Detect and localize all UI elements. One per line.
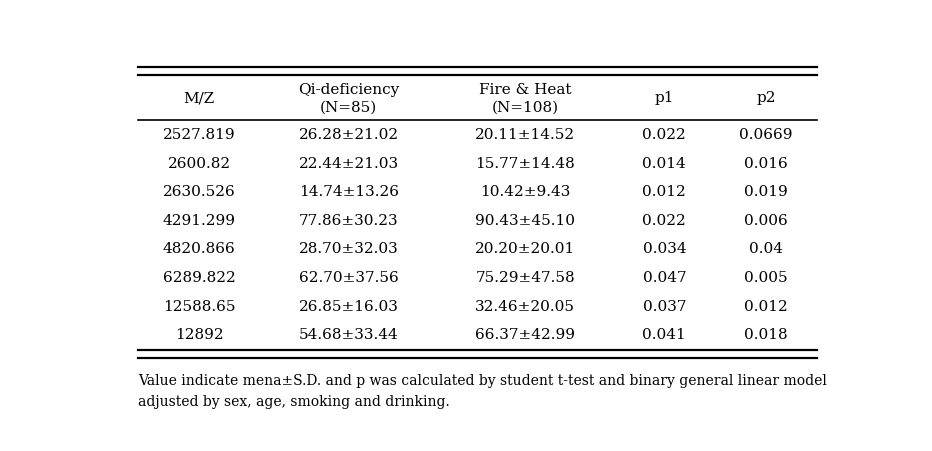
Text: 12892: 12892 xyxy=(175,327,224,341)
Text: 75.29±47.58: 75.29±47.58 xyxy=(475,271,575,285)
Text: 0.012: 0.012 xyxy=(745,299,788,313)
Text: 90.43±45.10: 90.43±45.10 xyxy=(475,213,575,227)
Text: 4820.866: 4820.866 xyxy=(163,242,236,256)
Text: 4291.299: 4291.299 xyxy=(163,213,236,227)
Text: 0.016: 0.016 xyxy=(745,156,788,170)
Text: 0.012: 0.012 xyxy=(642,185,686,199)
Text: 0.019: 0.019 xyxy=(745,185,788,199)
Text: 20.20±20.01: 20.20±20.01 xyxy=(475,242,575,256)
Text: 26.28±21.02: 26.28±21.02 xyxy=(298,128,399,142)
Text: 0.0669: 0.0669 xyxy=(739,128,793,142)
Text: 0.037: 0.037 xyxy=(643,299,686,313)
Text: 0.005: 0.005 xyxy=(745,271,788,285)
Text: 2527.819: 2527.819 xyxy=(163,128,236,142)
Text: Value indicate mena±S.D. and p was calculated by student t-test and binary gener: Value indicate mena±S.D. and p was calcu… xyxy=(138,373,827,408)
Text: p1: p1 xyxy=(654,91,674,105)
Text: 0.014: 0.014 xyxy=(642,156,686,170)
Text: 28.70±32.03: 28.70±32.03 xyxy=(299,242,399,256)
Text: 0.006: 0.006 xyxy=(745,213,788,227)
Text: 12588.65: 12588.65 xyxy=(163,299,236,313)
Text: 66.37±42.99: 66.37±42.99 xyxy=(475,327,575,341)
Text: 0.018: 0.018 xyxy=(745,327,788,341)
Text: 2630.526: 2630.526 xyxy=(163,185,236,199)
Text: 6289.822: 6289.822 xyxy=(163,271,236,285)
Text: 26.85±16.03: 26.85±16.03 xyxy=(299,299,399,313)
Text: 0.047: 0.047 xyxy=(642,271,686,285)
Text: 32.46±20.05: 32.46±20.05 xyxy=(475,299,575,313)
Text: 0.041: 0.041 xyxy=(642,327,686,341)
Text: 15.77±14.48: 15.77±14.48 xyxy=(475,156,575,170)
Text: 0.034: 0.034 xyxy=(642,242,686,256)
Text: 0.022: 0.022 xyxy=(642,213,686,227)
Text: 14.74±13.26: 14.74±13.26 xyxy=(298,185,399,199)
Text: 20.11±14.52: 20.11±14.52 xyxy=(475,128,575,142)
Text: 0.04: 0.04 xyxy=(749,242,783,256)
Text: 22.44±21.03: 22.44±21.03 xyxy=(298,156,399,170)
Text: 2600.82: 2600.82 xyxy=(168,156,231,170)
Text: p2: p2 xyxy=(757,91,776,105)
Text: 77.86±30.23: 77.86±30.23 xyxy=(299,213,399,227)
Text: 0.022: 0.022 xyxy=(642,128,686,142)
Text: 10.42±9.43: 10.42±9.43 xyxy=(480,185,570,199)
Text: 54.68±33.44: 54.68±33.44 xyxy=(299,327,399,341)
Text: Fire & Heat
(N=108): Fire & Heat (N=108) xyxy=(479,83,571,114)
Text: Qi-deficiency
(N=85): Qi-deficiency (N=85) xyxy=(298,83,399,114)
Text: 62.70±37.56: 62.70±37.56 xyxy=(299,271,399,285)
Text: M/Z: M/Z xyxy=(184,91,215,105)
